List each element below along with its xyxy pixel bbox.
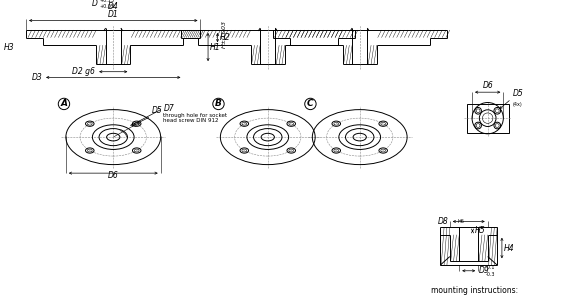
Text: D4: D4 [108,2,119,11]
Bar [467,104,509,133]
Text: D9: D9 [479,266,490,275]
Text: D6: D6 [482,81,493,90]
Text: D8: D8 [438,217,449,226]
Text: D3: D3 [31,73,42,82]
Text: D6: D6 [108,171,119,181]
Text: H4: H4 [504,244,514,252]
Text: C: C [307,99,314,108]
Text: B: B [215,99,222,108]
Text: H2: H2 [219,33,230,42]
Text: through hole for socket: through hole for socket [164,113,228,118]
Text: H3: H3 [4,42,15,52]
Text: D5: D5 [512,89,523,98]
Text: H5: H5 [474,226,485,235]
Text: +0.05: +0.05 [99,5,114,9]
Text: head screw DIN 912: head screw DIN 912 [164,118,219,122]
Text: (4x): (4x) [512,102,522,107]
Text: +0.15: +0.15 [99,0,114,2]
Text: D1: D1 [108,10,119,18]
Text: -0.3: -0.3 [486,272,495,277]
Text: D: D [92,0,98,8]
Text: -0.1: -0.1 [486,265,495,270]
Text: mounting instructions:: mounting instructions: [431,286,518,295]
Text: A: A [61,99,68,108]
Text: D7: D7 [164,104,174,113]
Text: H±0.003: H±0.003 [222,20,226,48]
Text: 45°: 45° [130,123,141,128]
Text: D5: D5 [152,106,163,115]
Text: D2 g6: D2 g6 [72,67,95,76]
Text: H6: H6 [457,218,464,224]
Text: H1: H1 [210,42,221,52]
